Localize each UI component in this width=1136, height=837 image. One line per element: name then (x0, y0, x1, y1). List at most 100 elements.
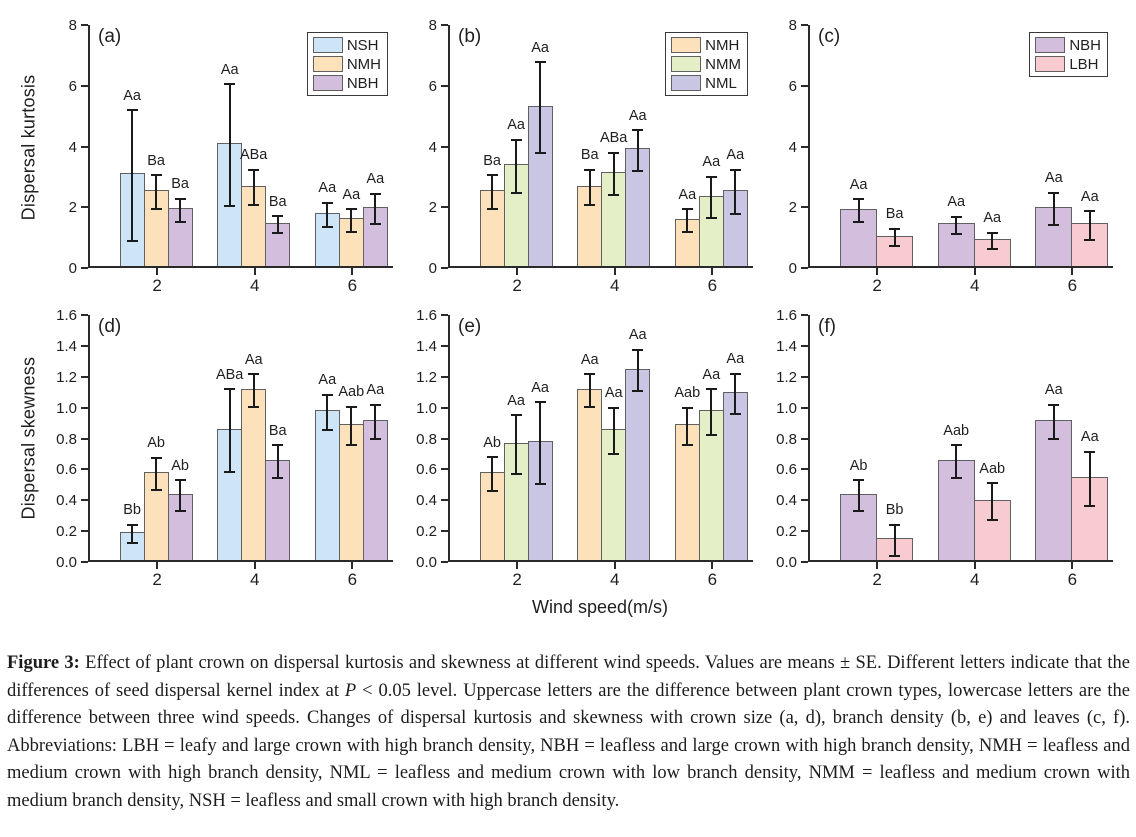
y-tick-mark (441, 145, 448, 148)
error-bar (636, 349, 639, 392)
error-bar (612, 407, 615, 454)
x-tick-label: 2 (872, 570, 882, 589)
error-bar-cap (534, 483, 546, 486)
x-tick-label: 6 (347, 276, 358, 295)
error-bar-cap (248, 405, 260, 408)
legend-swatch-NBH (312, 75, 343, 91)
y-tick-mark (81, 145, 88, 148)
y-tick-mark (81, 499, 88, 502)
y-tick-mark (81, 561, 88, 563)
x-tick-label: 6 (1067, 276, 1078, 295)
y-tick-label: 1.2 (56, 368, 77, 386)
y-tick-label: 0.0 (776, 554, 797, 571)
error-bar-cap (853, 221, 865, 224)
y-tick-label: 1.0 (416, 399, 437, 417)
error-bar-cap (853, 479, 865, 482)
sig-label: Aab (943, 422, 970, 439)
legend-label: LBH (1069, 55, 1099, 73)
error-bar-cap (889, 523, 901, 526)
error-bar-cap (705, 388, 717, 391)
y-tick-label: 0.6 (416, 461, 437, 479)
panel-letter: (b) (458, 26, 482, 47)
error-bar-cap (150, 489, 162, 492)
x-tick-label: 2 (152, 276, 162, 295)
sig-label: Bb (885, 502, 904, 519)
error-bar (374, 193, 377, 224)
error-bar-cap (729, 168, 741, 171)
legend-label: NBH (346, 74, 379, 92)
y-tick-mark (801, 145, 808, 148)
error-bar (326, 394, 329, 430)
error-bar-cap (608, 151, 620, 154)
x-tick-mark (253, 268, 256, 275)
legend-swatch-NBH (1035, 37, 1066, 53)
error-bar (857, 480, 860, 512)
error-bar-cap (510, 473, 522, 475)
bar-NML-6 (722, 391, 748, 560)
sig-label: Ba (171, 176, 189, 193)
error-bar (350, 209, 353, 232)
error-bar-cap (853, 510, 865, 513)
sig-label: ABa (215, 366, 244, 383)
y-tick-mark (441, 267, 448, 269)
error-bar (734, 169, 737, 215)
x-tick-mark (351, 562, 354, 569)
sig-label: Aa (366, 382, 385, 399)
sig-label: Aab (979, 460, 1006, 477)
error-bar (131, 110, 134, 241)
y-tick-mark (81, 84, 88, 87)
panel-plot-d: 0.0 0.2 0.4 0.6 0.8 1.0 1.2 1.4 1.6 2 Bb Ab Ab 4 ABa Aa… (56, 308, 393, 589)
y-tick-mark (81, 267, 88, 269)
sig-label: Aa (604, 385, 623, 402)
bar-NMM-2 (503, 442, 529, 560)
y-tick-label: 0.8 (56, 430, 77, 448)
error-bar-cap (248, 168, 260, 171)
caption-segment: Effect of plant crown on dispersal kurto… (7, 653, 1130, 701)
sig-label: Aa (628, 327, 647, 344)
error-bar-cap (345, 230, 357, 233)
error-bar-cap (729, 372, 741, 375)
error-bar (374, 404, 377, 439)
error-bar-cap (632, 390, 644, 393)
error-bar-cap (1084, 450, 1096, 453)
y-tick-mark (81, 468, 88, 471)
error-bar-cap (584, 405, 596, 408)
sig-label: Aa (507, 392, 525, 409)
x-tick-label: 4 (249, 276, 260, 295)
sig-label: Aa (342, 186, 361, 203)
error-bar (515, 139, 518, 193)
sig-label: Aa (726, 351, 745, 368)
y-tick-mark (801, 468, 808, 471)
y-tick-label: 0.4 (56, 492, 77, 510)
error-bar-cap (705, 217, 717, 220)
error-bar-cap (174, 510, 186, 513)
error-bar-cap (174, 197, 186, 200)
y-tick-mark (801, 561, 808, 563)
sig-label: Aa (702, 366, 721, 383)
x-tick-mark (156, 562, 159, 569)
error-bar-cap (486, 489, 498, 492)
error-bar-cap (608, 194, 620, 197)
x-tick-label: 4 (969, 570, 980, 589)
error-bar-cap (1048, 223, 1060, 226)
panel-letter: (a) (98, 26, 122, 47)
sig-label: Ba (885, 206, 904, 223)
legend: NSH NMH NBH (306, 32, 388, 96)
error-bar-cap (321, 429, 333, 431)
sig-label: Ab (171, 457, 189, 474)
error-bar-cap (1084, 504, 1096, 507)
error-bar-cap (369, 222, 381, 225)
y-tick-label: 1.2 (416, 368, 437, 386)
bar-NML-4 (625, 368, 651, 560)
y-tick-label: 0.2 (416, 523, 437, 541)
legend-swatch-NMH (671, 37, 702, 53)
bar-NMH-6 (338, 424, 364, 560)
error-bar-cap (248, 373, 260, 376)
x-tick-label: 4 (609, 570, 620, 589)
bar-NMH-6 (674, 424, 700, 560)
error-bar (539, 402, 542, 485)
legend-swatch-NSH (312, 37, 343, 53)
error-bar-cap (986, 247, 998, 250)
sig-label: Aa (507, 117, 525, 134)
bar-NMH-4 (241, 388, 267, 560)
